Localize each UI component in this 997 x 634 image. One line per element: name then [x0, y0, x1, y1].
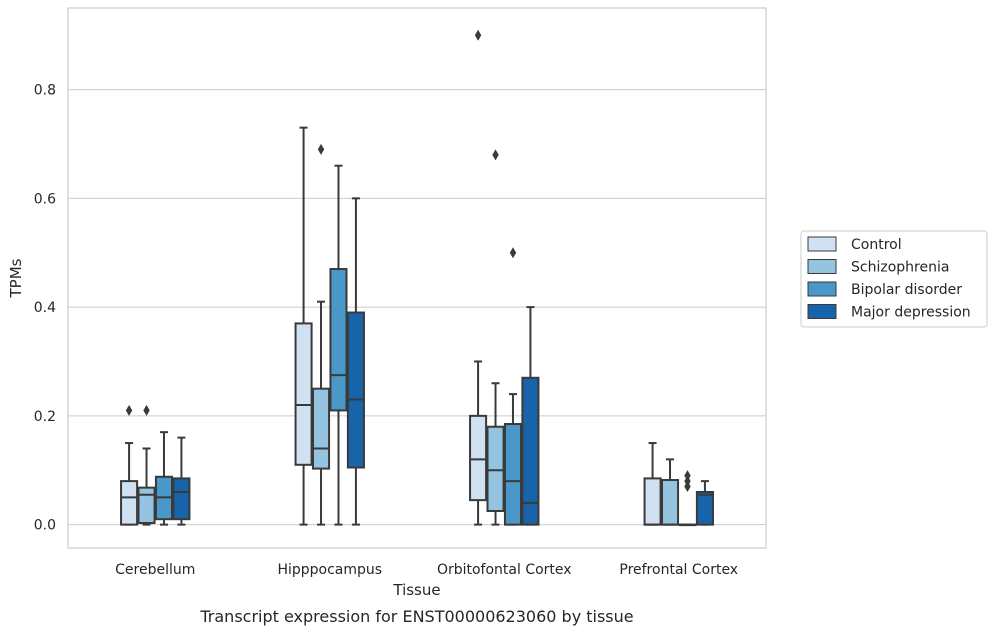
- box-3-2: [678, 470, 697, 527]
- box-iqr: [311, 387, 331, 470]
- x-axis-label: Tissue: [392, 581, 440, 599]
- box-iqr: [521, 376, 540, 526]
- box-iqr: [486, 425, 505, 513]
- y-axis-label: TPMs: [7, 258, 25, 298]
- plot-area: [68, 8, 766, 548]
- y-tick-label-1: 0.2: [34, 409, 56, 425]
- outlier-point-0: [125, 404, 133, 416]
- box-group-2: [469, 29, 540, 526]
- outlier-point-0: [317, 143, 325, 155]
- box-3-3: [695, 480, 714, 526]
- box-1-0: [294, 126, 313, 526]
- legend-label-2: Bipolar disorder: [851, 282, 962, 298]
- x-tick-label-2: Orbitofontal Cortex: [437, 562, 572, 578]
- box-0-3: [172, 436, 191, 526]
- x-axis-ticks: Cerebellum Hipppocampus Orbitofontal Corte…: [115, 562, 738, 578]
- box-1-2: [329, 164, 348, 526]
- legend-swatch-2: [807, 281, 837, 297]
- box-iqr: [469, 414, 488, 502]
- legend-label-1: Schizophrenia: [851, 260, 949, 276]
- box-group-3: [643, 442, 714, 527]
- box-iqr: [120, 480, 139, 526]
- y-tick-label-4: 0.8: [34, 83, 56, 99]
- box-3-0: [643, 442, 662, 526]
- box-2-2: [503, 247, 523, 526]
- box-0-0: [120, 404, 139, 526]
- y-tick-label-0: 0.0: [34, 518, 56, 534]
- legend-label-3: Major depression: [851, 305, 971, 321]
- box-group-1: [294, 126, 365, 526]
- box-group-0: [120, 404, 191, 526]
- y-axis-ticks: 0.0 0.2 0.4 0.6 0.8: [34, 83, 56, 534]
- outlier-point-0: [143, 404, 150, 416]
- box-iqr: [329, 268, 348, 412]
- box-2-3: [521, 306, 540, 526]
- y-tick-label-2: 0.4: [34, 300, 56, 316]
- box-iqr: [294, 322, 313, 466]
- box-iqr: [660, 479, 680, 526]
- outlier-point-2: [684, 470, 691, 482]
- box-1-1: [311, 143, 331, 526]
- plot-frame: [67, 7, 767, 549]
- legend-swatch-0: [807, 236, 837, 252]
- legend-label-0: Control: [851, 237, 902, 253]
- box-1-3: [346, 197, 365, 526]
- box-iqr: [346, 311, 365, 469]
- box-iqr: [643, 477, 662, 526]
- box-2-0: [469, 29, 488, 526]
- x-tick-label-3: Prefrontal Cortex: [619, 562, 738, 578]
- box-iqr: [137, 486, 156, 524]
- x-tick-label-1: Hipppocampus: [277, 562, 382, 578]
- box-2-1: [486, 149, 505, 526]
- legend-swatch-3: [807, 304, 837, 319]
- y-tick-label-3: 0.6: [34, 191, 56, 207]
- box-iqr: [172, 477, 191, 521]
- chart-caption: Transcript expression for ENST0000062306…: [199, 607, 633, 626]
- box-iqr: [695, 490, 714, 526]
- legend-frame: [800, 230, 988, 328]
- outlier-point-0: [492, 149, 499, 161]
- box-0-1: [137, 404, 156, 526]
- box-3-1: [660, 458, 680, 526]
- box-groups: [120, 29, 714, 527]
- legend-swatch-1: [807, 259, 837, 274]
- x-tick-label-0: Cerebellum: [115, 562, 195, 578]
- outlier-point-0: [474, 29, 482, 41]
- legend: Control Schizophrenia Bipolar disorder Majo…: [800, 230, 988, 328]
- outlier-point-0: [509, 247, 517, 259]
- box-0-2: [154, 431, 174, 526]
- box-iqr: [503, 423, 523, 526]
